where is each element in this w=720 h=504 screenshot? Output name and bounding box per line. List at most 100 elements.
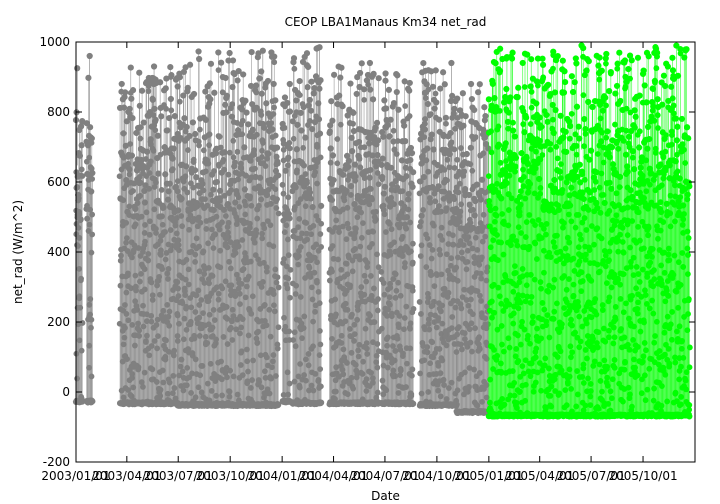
data-segment: [416, 59, 460, 410]
data-point: [402, 138, 409, 145]
data-point: [305, 102, 312, 109]
data-point: [271, 59, 278, 66]
data-point: [547, 140, 554, 147]
data-point: [286, 80, 293, 88]
data-point: [330, 176, 337, 184]
data-point: [534, 82, 541, 89]
data-point: [552, 106, 559, 114]
data-point: [89, 231, 96, 238]
data-segment: [485, 42, 693, 420]
data-point: [207, 60, 215, 67]
data-point: [440, 69, 447, 76]
data-point: [264, 77, 272, 85]
data-point: [158, 187, 165, 193]
data-point: [290, 55, 298, 62]
data-point: [393, 88, 400, 96]
data-point: [157, 79, 164, 86]
data-point: [176, 74, 184, 81]
data-point: [468, 95, 476, 103]
data-point: [285, 252, 292, 259]
data-point: [424, 100, 431, 108]
data-point: [501, 99, 508, 106]
data-point: [308, 78, 315, 85]
data-point: [287, 294, 293, 301]
data-point: [286, 139, 293, 146]
data-point: [462, 113, 469, 120]
data-point: [219, 89, 226, 96]
data-point: [503, 85, 510, 93]
data-point: [451, 146, 458, 153]
data-point: [551, 89, 559, 96]
data-point: [337, 74, 344, 81]
data-point: [514, 94, 521, 101]
data-point: [485, 96, 492, 103]
data-point: [286, 328, 292, 335]
data-point: [540, 74, 547, 81]
data-point: [421, 120, 428, 127]
data-point: [394, 72, 401, 79]
data-point: [432, 90, 439, 97]
data-point: [183, 123, 190, 131]
data-point: [130, 188, 136, 194]
data-point: [527, 121, 534, 127]
data-point: [245, 121, 252, 128]
data-point: [524, 160, 531, 168]
data-point: [273, 153, 280, 160]
data-point: [430, 146, 437, 153]
data-point: [162, 85, 169, 92]
data-point: [328, 98, 335, 105]
data-point: [182, 64, 189, 71]
data-point: [384, 122, 391, 129]
data-point: [456, 168, 462, 175]
data-point: [89, 398, 96, 405]
data-point: [549, 101, 556, 109]
data-point: [515, 84, 522, 91]
data-point: [78, 166, 85, 173]
data-point: [241, 144, 248, 151]
data-point: [390, 127, 397, 134]
data-point: [573, 103, 581, 110]
data-point: [589, 103, 596, 111]
data-point: [451, 164, 458, 171]
data-point: [120, 104, 128, 111]
data-point: [304, 84, 311, 91]
data-point: [454, 156, 461, 163]
data-point: [560, 89, 568, 96]
data-point: [350, 127, 357, 135]
data-point: [79, 320, 86, 326]
data-point: [167, 95, 174, 103]
data-point: [572, 55, 579, 62]
data-point: [374, 170, 381, 176]
data-point: [226, 149, 233, 156]
data-point: [154, 132, 161, 139]
data-point: [360, 86, 368, 93]
data-point: [338, 64, 345, 71]
data-point: [294, 121, 301, 128]
data-point: [472, 134, 479, 141]
data-point: [382, 70, 389, 77]
data-point: [167, 64, 174, 71]
data-point: [251, 147, 258, 153]
data-point: [436, 116, 443, 123]
data-point: [374, 151, 381, 159]
data-point: [316, 130, 324, 137]
data-point: [316, 44, 323, 51]
data-point: [308, 195, 314, 202]
data-point: [575, 123, 582, 130]
data-point: [305, 63, 312, 71]
data-point: [286, 380, 293, 387]
data-point: [145, 88, 152, 95]
data-segment: [174, 47, 282, 410]
data-point: [409, 183, 416, 190]
data-point: [284, 99, 291, 107]
data-point: [485, 173, 492, 180]
data-point: [281, 124, 288, 131]
data-point: [140, 119, 147, 126]
data-point: [274, 160, 281, 167]
data-point: [186, 61, 194, 68]
data-point: [231, 70, 238, 78]
data-point: [199, 180, 206, 187]
data-point: [497, 67, 504, 74]
data-point: [467, 80, 475, 88]
data-point: [339, 103, 346, 110]
